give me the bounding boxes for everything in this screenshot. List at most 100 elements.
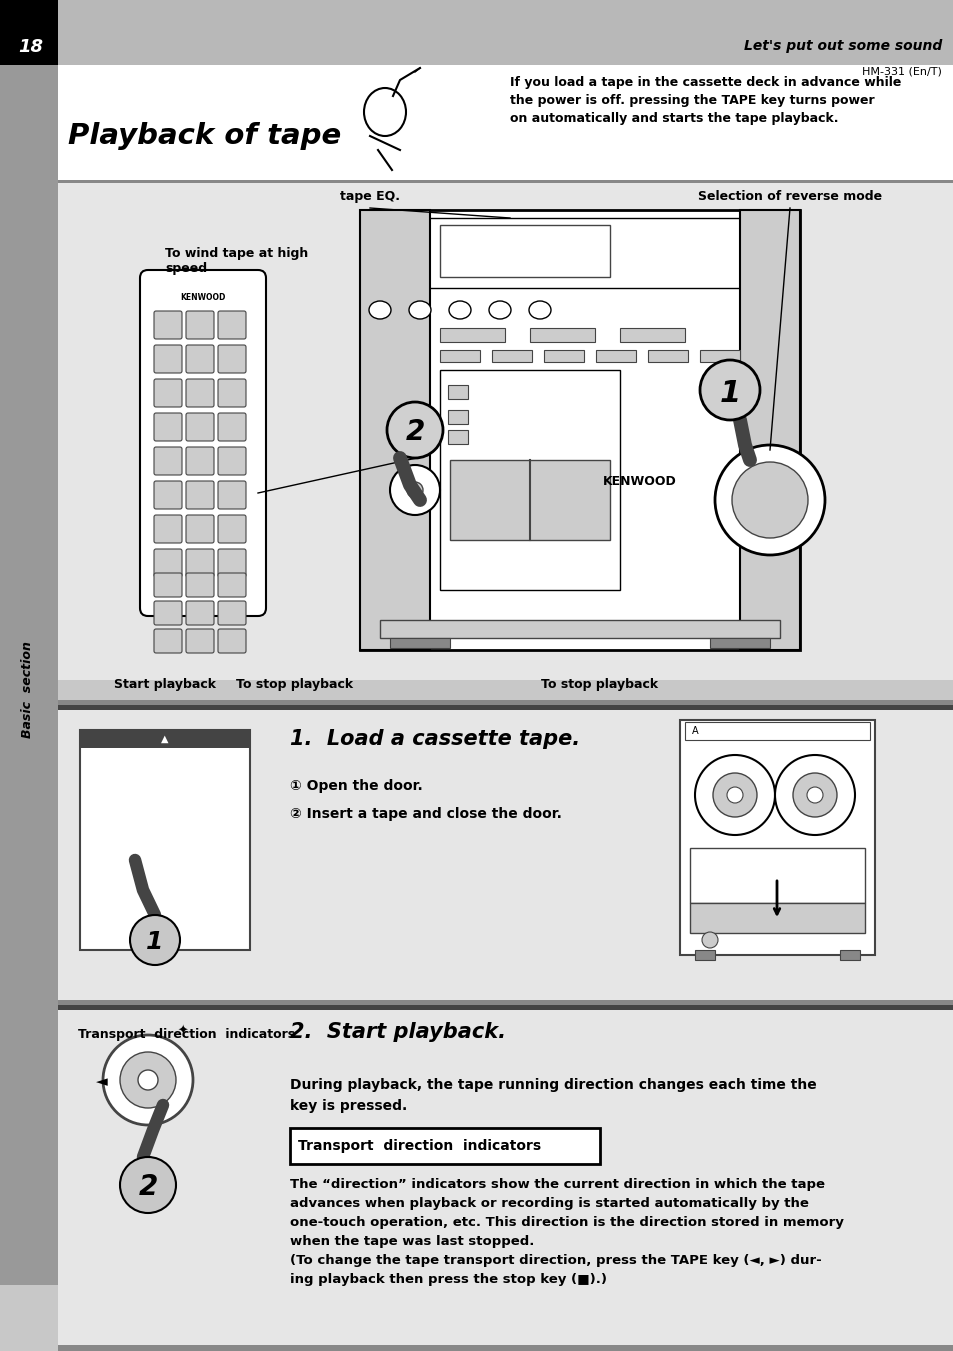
FancyBboxPatch shape [186,345,213,373]
Bar [439,328,504,342]
FancyBboxPatch shape [186,549,213,577]
Text: KENWOOD: KENWOOD [602,476,677,488]
FancyBboxPatch shape [186,573,213,597]
Text: 2: 2 [405,417,424,446]
FancyBboxPatch shape [153,630,182,653]
Ellipse shape [369,301,391,319]
Ellipse shape [409,301,431,319]
FancyBboxPatch shape [186,380,213,407]
Text: KENWOOD: KENWOOD [180,293,226,303]
Text: ✦: ✦ [178,1025,189,1038]
Bar [530,328,595,342]
Text: Transport  direction  indicators: Transport direction indicators [297,1139,540,1152]
Circle shape [103,1035,193,1125]
FancyBboxPatch shape [218,481,246,509]
Circle shape [726,788,742,802]
Bar [58,711,953,1000]
FancyBboxPatch shape [186,481,213,509]
Text: tape EQ.: tape EQ. [339,190,399,203]
FancyBboxPatch shape [186,601,213,626]
Bar [596,350,636,362]
Bar [689,902,864,934]
Bar [450,459,609,540]
Bar [58,705,953,711]
FancyBboxPatch shape [218,630,246,653]
Bar [0,65,58,1285]
Text: Basic  section: Basic section [22,642,34,739]
FancyBboxPatch shape [153,380,182,407]
Text: ② Insert a tape and close the door.: ② Insert a tape and close the door. [290,807,561,821]
Bar [448,385,468,399]
Text: Start playback: Start playback [113,678,215,690]
Bar [840,950,859,961]
Text: To stop playback: To stop playback [236,678,354,690]
FancyBboxPatch shape [186,413,213,440]
Bar [80,730,250,748]
Bar [58,1346,953,1351]
FancyBboxPatch shape [218,447,246,476]
FancyBboxPatch shape [218,515,246,543]
Circle shape [714,444,824,555]
Text: advances when playback or recording is started automatically by the: advances when playback or recording is s… [290,1197,808,1210]
Bar [439,226,609,277]
Bar [740,209,800,650]
Bar [0,0,58,65]
Bar [58,1000,953,1005]
Text: During playback, the tape running direction changes each time the
key is pressed: During playback, the tape running direct… [290,1078,816,1113]
Ellipse shape [489,301,511,319]
FancyBboxPatch shape [153,573,182,597]
FancyBboxPatch shape [153,481,182,509]
Circle shape [387,403,442,458]
Bar [448,409,468,424]
FancyBboxPatch shape [218,549,246,577]
Circle shape [792,773,836,817]
Text: when the tape was last stopped.: when the tape was last stopped. [290,1235,534,1248]
Circle shape [806,788,822,802]
Bar [80,730,250,950]
Bar [619,328,684,342]
FancyBboxPatch shape [153,515,182,543]
Circle shape [700,359,760,420]
Text: ing playback then press the stop key (■).): ing playback then press the stop key (■)… [290,1273,606,1286]
Bar [58,1011,953,1351]
Circle shape [701,932,718,948]
Text: 2.  Start playback.: 2. Start playback. [290,1021,505,1042]
Text: one-touch operation, etc. This direction is the direction stored in memory: one-touch operation, etc. This direction… [290,1216,843,1229]
Text: To wind tape at high
speed: To wind tape at high speed [165,247,308,276]
Circle shape [120,1156,175,1213]
FancyBboxPatch shape [186,311,213,339]
Bar [679,720,874,955]
FancyBboxPatch shape [218,413,246,440]
Text: To stop playback: To stop playback [541,678,658,690]
FancyBboxPatch shape [153,345,182,373]
Bar [695,950,714,961]
FancyBboxPatch shape [218,601,246,626]
Text: HM-331 (En∕T): HM-331 (En∕T) [862,68,941,77]
Bar [379,620,780,638]
Text: 1.  Load a cassette tape.: 1. Load a cassette tape. [290,730,579,748]
Circle shape [695,755,774,835]
Bar [492,350,532,362]
Ellipse shape [364,88,406,136]
Ellipse shape [529,301,551,319]
Bar [700,350,740,362]
Circle shape [774,755,854,835]
FancyBboxPatch shape [186,447,213,476]
Text: ① Open the door.: ① Open the door. [290,780,422,793]
Bar [709,638,769,648]
FancyBboxPatch shape [186,630,213,653]
Bar [390,638,450,648]
Bar [684,721,869,740]
Text: 1: 1 [146,929,164,954]
Text: Let's put out some sound: Let's put out some sound [743,39,941,53]
Text: The “direction” indicators show the current direction in which the tape: The “direction” indicators show the curr… [290,1178,824,1192]
FancyBboxPatch shape [218,345,246,373]
FancyBboxPatch shape [153,447,182,476]
Circle shape [138,1070,158,1090]
Bar [58,1005,953,1011]
Bar [58,180,953,680]
Bar [58,65,953,180]
FancyBboxPatch shape [218,573,246,597]
FancyBboxPatch shape [153,601,182,626]
FancyBboxPatch shape [153,311,182,339]
